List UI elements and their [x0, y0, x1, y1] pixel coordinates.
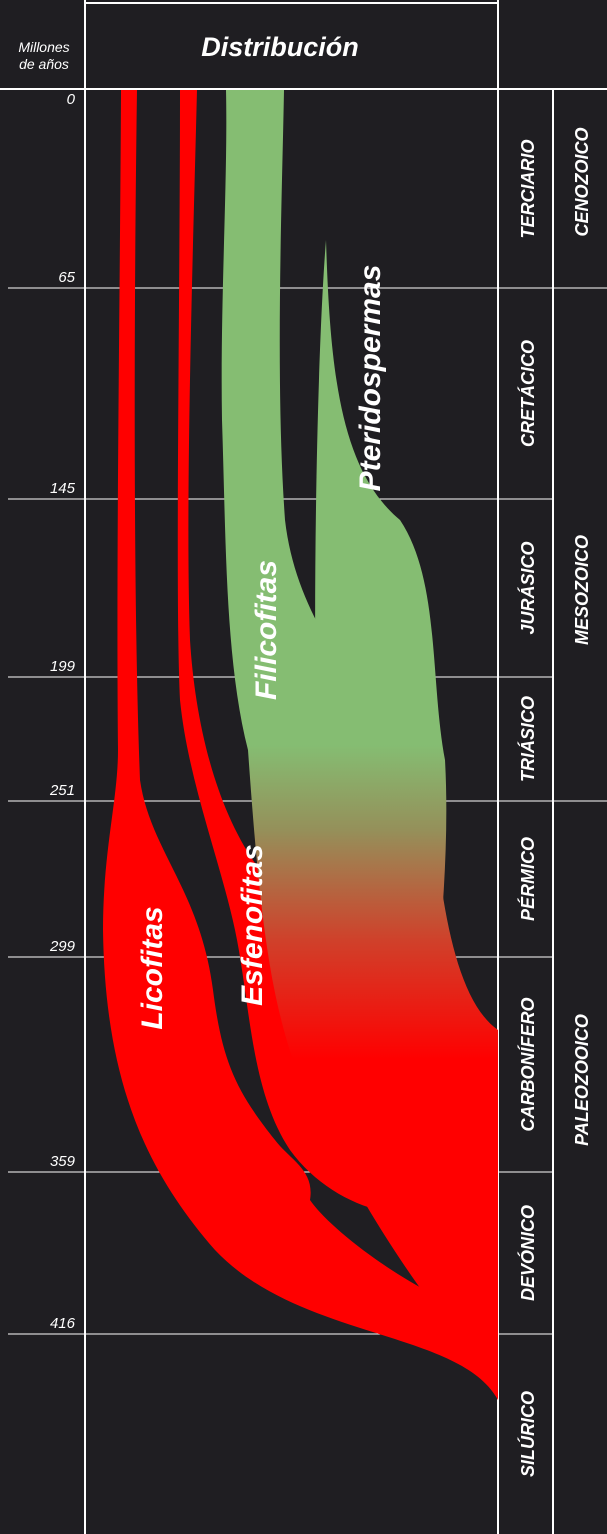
- period-label: CRETÁCICO: [517, 340, 538, 447]
- period-label: CARBONÍFERO: [517, 998, 538, 1132]
- esfenofitas-label: Esfenofitas: [236, 844, 269, 1006]
- axis-title-line1: Millones: [18, 39, 69, 55]
- esfenofitas-shape: [177, 90, 445, 1215]
- tick-label: 299: [49, 938, 76, 955]
- period-label: TRIÁSICO: [517, 696, 538, 782]
- tick-label: 251: [49, 782, 75, 799]
- tick-label: 0: [67, 91, 76, 108]
- tick-label: 199: [50, 658, 76, 675]
- era-labels: CENOZOICO MESOZOICO PALEOZOOICO: [572, 127, 592, 1145]
- tick-label: 359: [50, 1153, 76, 1170]
- period-label: DEVÓNICO: [517, 1205, 538, 1301]
- period-label: TERCIARIO: [518, 140, 538, 239]
- licofitas-shape: [103, 90, 498, 1400]
- period-label: PÉRMICO: [517, 837, 538, 921]
- diagram-title: Distribución: [201, 32, 359, 62]
- pteridospermas-shape: [315, 240, 447, 1040]
- era-label: MESOZOICO: [572, 535, 592, 645]
- pteridospermas-label: Pteridospermas: [354, 265, 387, 492]
- era-label: CENOZOICO: [572, 127, 592, 236]
- tick-label: 416: [50, 1315, 76, 1332]
- tick-label: 65: [58, 269, 75, 286]
- filicofitas-label: Filicofitas: [250, 560, 283, 700]
- era-label: PALEOZOOICO: [572, 1014, 592, 1146]
- time-tick-labels: 0 65 145 199 251 299 359 416: [49, 91, 76, 1332]
- period-label: JURÁSICO: [517, 541, 538, 634]
- licofitas-label: Licofitas: [136, 906, 169, 1029]
- period-label: SILÚRICO: [517, 1391, 538, 1477]
- period-labels: TERCIARIO CRETÁCICO JURÁSICO TRIÁSICO PÉRMIC…: [517, 140, 538, 1478]
- axis-title-line2: de años: [19, 56, 69, 72]
- tick-label: 145: [50, 480, 76, 497]
